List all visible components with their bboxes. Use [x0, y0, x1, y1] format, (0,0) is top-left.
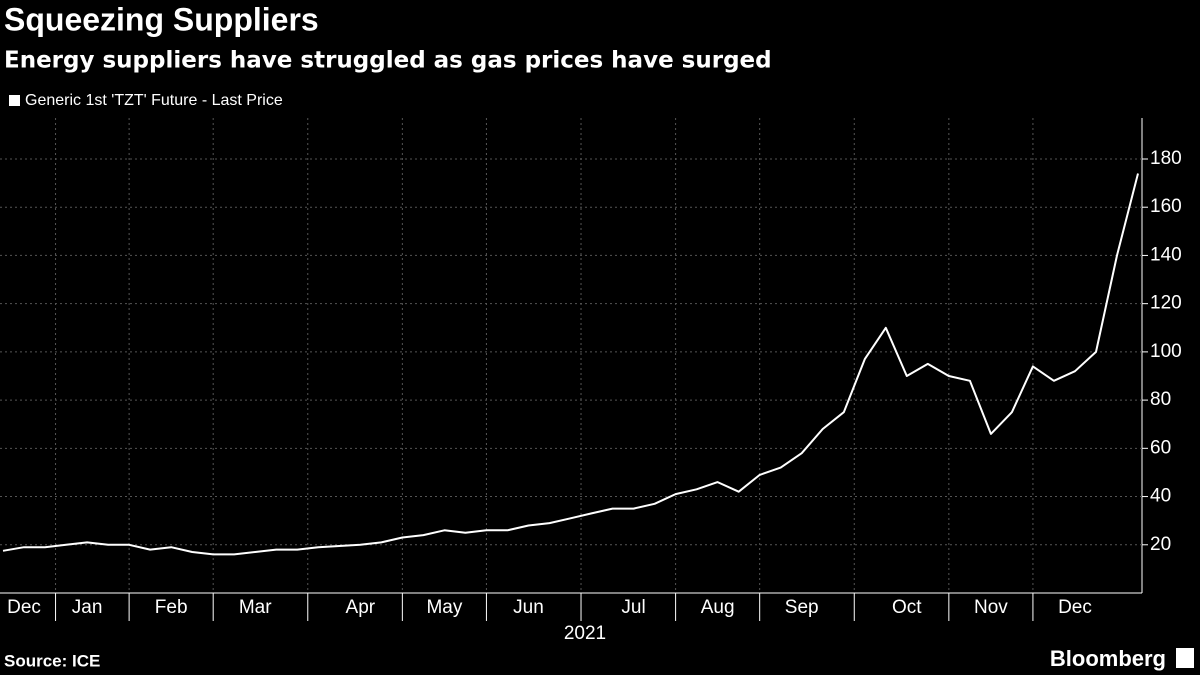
- x-tick-label: Feb: [155, 597, 188, 618]
- x-tick-label: Jul: [621, 597, 645, 618]
- brand-icon: [1176, 648, 1194, 668]
- y-tick-label: 80: [1150, 389, 1171, 410]
- source: Source: ICE: [4, 651, 100, 670]
- y-tick-label: 120: [1150, 293, 1182, 314]
- brand: Bloomberg: [1050, 646, 1166, 671]
- x-tick-label: Mar: [239, 597, 272, 618]
- x-tick-label: Apr: [346, 597, 376, 618]
- series-line: [2, 173, 1139, 556]
- x-tick-label: Dec: [7, 597, 41, 618]
- x-tick-label: Jun: [513, 597, 544, 618]
- y-tick-label: 40: [1150, 486, 1171, 507]
- legend-label: Generic 1st 'TZT' Future - Last Price: [25, 92, 283, 109]
- x-tick-label: Oct: [892, 597, 922, 618]
- y-tick-label: 140: [1150, 244, 1182, 265]
- x-axis-label: 2021: [564, 623, 606, 644]
- y-tick-label: 180: [1150, 148, 1182, 169]
- x-tick-label: May: [426, 597, 462, 618]
- x-tick-label: Dec: [1058, 597, 1092, 618]
- chart-title: Squeezing Suppliers: [4, 1, 319, 37]
- y-tick-label: 100: [1150, 341, 1182, 362]
- y-tick-label: 160: [1150, 196, 1182, 217]
- chart-subtitle: Energy suppliers have struggled as gas p…: [4, 48, 772, 74]
- x-tick-label: Aug: [701, 597, 735, 618]
- x-tick-label: Jan: [72, 597, 103, 618]
- x-tick-label: Sep: [785, 597, 819, 618]
- legend-swatch: [9, 95, 20, 106]
- y-tick-label: 20: [1150, 534, 1171, 555]
- x-tick-label: Nov: [974, 597, 1008, 618]
- y-tick-label: 60: [1150, 437, 1171, 458]
